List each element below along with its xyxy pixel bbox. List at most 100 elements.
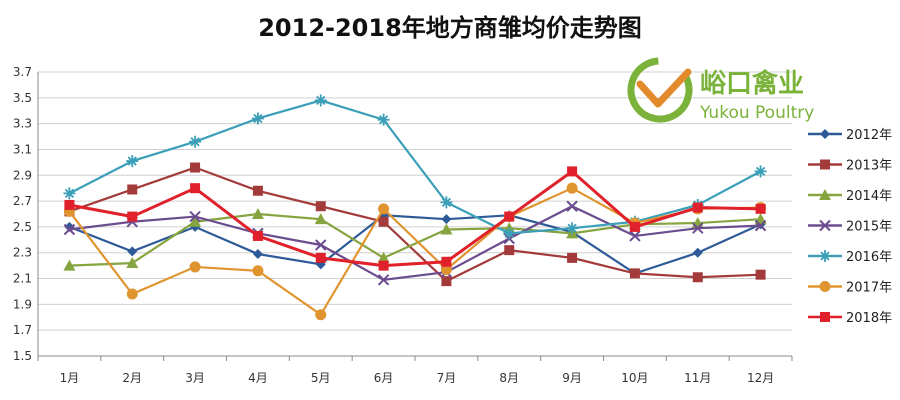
legend-marker — [820, 129, 830, 139]
data-point — [127, 246, 138, 257]
data-point — [503, 227, 516, 240]
data-point — [754, 219, 767, 232]
data-point — [314, 213, 327, 225]
data-point — [567, 252, 578, 263]
data-point — [441, 256, 452, 267]
legend-item: 2015年 — [808, 220, 892, 235]
y-tick-label: 3.7 — [13, 65, 32, 79]
y-tick-label: 3.1 — [13, 142, 32, 156]
data-point — [755, 203, 766, 214]
logo-text-en: Yukou Poultry — [699, 103, 814, 123]
legend-item: 2017年 — [808, 281, 892, 296]
x-tick-label: 2月 — [122, 371, 142, 385]
yukou-poultry-logo: 峪口禽业 Yukou Poultry — [627, 57, 814, 123]
data-point — [377, 274, 390, 286]
y-axis: 1.5 1.7 1.9 2.1 2.3 2.5 2.7 2.9 3.1 3.3 3.5 3.7 — [13, 65, 39, 363]
series-line — [69, 169, 761, 268]
data-point — [692, 202, 703, 213]
data-point — [629, 268, 640, 279]
data-point — [63, 223, 76, 236]
data-point — [441, 214, 452, 225]
x-tick-label: 5月 — [311, 371, 331, 385]
legend-label: 2012年 — [846, 128, 892, 143]
data-point — [251, 208, 264, 219]
data-point — [378, 216, 389, 227]
legend: 2012年 2013年 2014年 2015年 2016年 2017年 2018年 — [808, 128, 892, 326]
legend-item: 2016年 — [808, 250, 892, 265]
y-tick-label: 2.5 — [13, 220, 32, 234]
data-point — [504, 245, 515, 256]
data-point — [692, 222, 704, 234]
y-tick-label: 1.9 — [13, 297, 32, 311]
logo-mark-icon — [627, 57, 693, 123]
data-point — [314, 94, 327, 107]
data-point — [440, 223, 453, 235]
data-point — [754, 165, 767, 178]
series-group — [63, 94, 767, 321]
legend-label: 2015年 — [846, 220, 892, 235]
y-tick-label: 1.5 — [13, 349, 32, 363]
y-tick-label: 2.9 — [13, 168, 32, 182]
data-point — [189, 210, 201, 223]
data-point — [566, 200, 578, 212]
data-point — [315, 239, 327, 251]
x-tick-label: 4月 — [248, 371, 268, 385]
legend-marker — [819, 189, 831, 200]
data-point — [189, 261, 201, 273]
data-point — [63, 187, 76, 200]
logo-text-cn: 峪口禽业 — [700, 68, 804, 99]
x-axis: 1月 2月 3月 4月 5月 6月 7月 8月 9月 10月 11月 12月 — [37, 355, 793, 385]
series-line — [69, 166, 761, 283]
data-point — [64, 199, 75, 210]
y-tick-label: 2.1 — [13, 272, 32, 286]
data-point — [504, 211, 515, 222]
data-point — [251, 112, 264, 125]
x-tick-label: 12月 — [747, 371, 774, 385]
x-tick-label: 8月 — [499, 371, 519, 385]
data-point — [189, 215, 202, 227]
data-point — [315, 252, 326, 263]
data-point — [252, 230, 263, 241]
data-point — [126, 155, 139, 168]
x-tick-label: 3月 — [185, 371, 205, 385]
legend-label: 2018年 — [846, 311, 892, 326]
data-point — [440, 196, 453, 209]
y-tick-label: 3.3 — [13, 117, 32, 131]
legend-marker — [819, 250, 831, 262]
legend-item: 2014年 — [808, 189, 892, 204]
data-point — [126, 257, 139, 269]
data-point — [377, 251, 390, 263]
legend-label: 2013年 — [846, 159, 892, 174]
y-tick-label: 2.7 — [13, 194, 32, 208]
legend-label: 2014年 — [846, 189, 892, 204]
series-line — [68, 186, 761, 317]
series-line — [68, 99, 762, 235]
x-tick-label: 1月 — [60, 371, 80, 385]
data-point — [566, 222, 579, 235]
data-point — [190, 162, 201, 173]
series-line — [69, 205, 761, 281]
series-line — [69, 214, 762, 275]
legend-marker — [820, 312, 830, 322]
x-tick-label: 9月 — [562, 371, 582, 385]
data-point — [566, 182, 578, 194]
data-point — [441, 276, 452, 287]
data-point — [377, 113, 390, 126]
data-point — [63, 259, 76, 271]
data-point — [378, 203, 390, 215]
data-point — [315, 201, 326, 212]
data-point — [127, 211, 138, 222]
y-tick-label: 3.5 — [13, 91, 32, 105]
y-tick-label: 2.3 — [13, 246, 32, 260]
data-point — [629, 230, 641, 242]
y-tick-label: 1.7 — [13, 323, 32, 337]
data-point — [692, 247, 703, 258]
data-point — [126, 288, 138, 300]
data-point — [252, 265, 264, 277]
x-tick-label: 11月 — [684, 371, 711, 385]
legend-marker — [819, 219, 831, 232]
legend-label: 2017年 — [846, 281, 892, 296]
legend-label: 2016年 — [846, 250, 892, 265]
legend-marker — [819, 281, 831, 292]
